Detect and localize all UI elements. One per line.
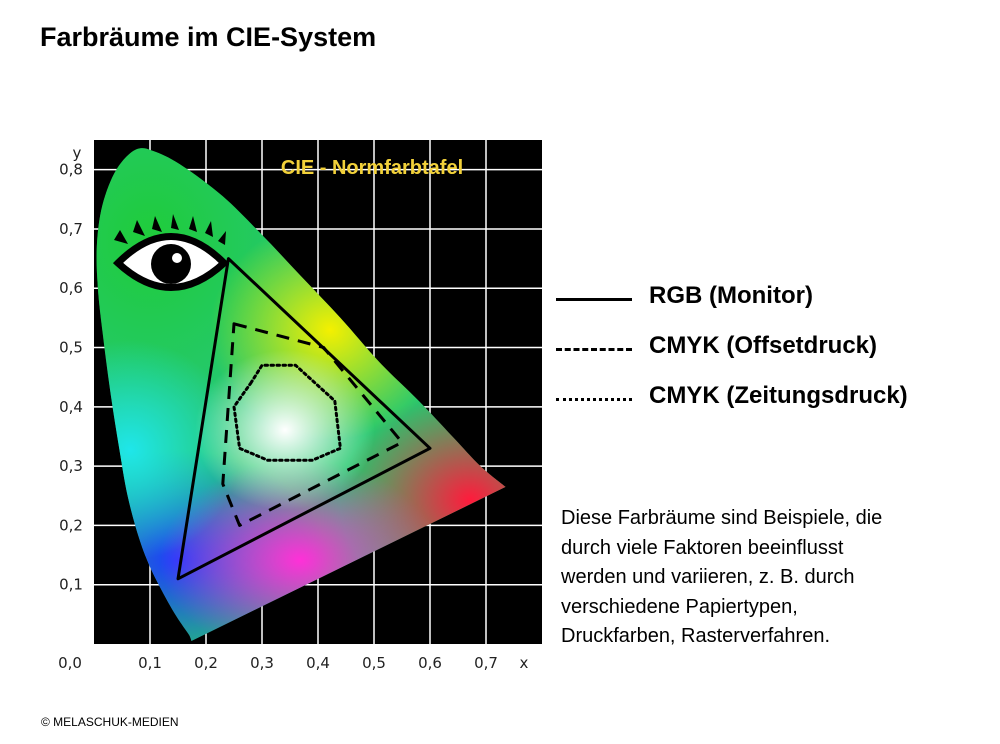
note-line: Diese Farbräume sind Beispiele, die [561, 507, 883, 529]
y-tick-label: 0,6 [59, 279, 83, 297]
legend-label: CMYK (Offsetdruck) [649, 332, 878, 359]
note-line: verschiedene Papiertypen, [561, 595, 798, 618]
note-line: Druckfarben, Rasterverfahren. [561, 625, 831, 647]
x-axis-label: x [520, 654, 529, 672]
y-tick-label: 0,3 [59, 457, 83, 475]
legend-line-solid [556, 298, 632, 301]
y-tick-label: 0,8 [59, 161, 83, 179]
chart-title: CIE - Normfarbtafel [281, 157, 463, 179]
gamut-outlines [176, 257, 432, 581]
explanation-text: Diese Farbräume sind Beispiele, die durc… [561, 504, 981, 652]
y-tick-label: 0,4 [59, 398, 83, 416]
origin-label: 0,0 [58, 654, 82, 672]
x-tick-label: 0,3 [250, 654, 274, 672]
eye-icon [112, 214, 230, 291]
y-tick-label: 0,1 [59, 576, 83, 594]
tick-labels: 0,1 0,2 0,3 0,4 0,5 0,6 0,7 0,1 0,2 0,3 0,4 0,5 0,6 0… [59, 161, 498, 672]
gamut-dotted [232, 363, 342, 462]
legend-line-dotted [556, 398, 632, 401]
legend-label: RGB (Monitor) [649, 282, 813, 309]
y-tick-label: 0,7 [59, 220, 83, 238]
gamut-dashed [221, 322, 404, 527]
legend-label: CMYK (Zeitungsdruck) [649, 382, 908, 409]
copyright: © MELASCHUK-MEDIEN [41, 715, 179, 729]
x-tick-label: 0,1 [138, 654, 162, 672]
y-axis-label: y [73, 144, 82, 162]
legend-line-dashed [556, 348, 632, 351]
x-tick-label: 0,4 [306, 654, 330, 672]
note-line: durch viele Faktoren beeinflusst [561, 536, 844, 559]
x-tick-label: 0,6 [418, 654, 442, 672]
page-title: Farbräume im CIE-System [40, 22, 377, 52]
y-tick-label: 0,5 [59, 339, 83, 357]
y-tick-label: 0,2 [59, 516, 83, 534]
x-tick-label: 0,7 [474, 654, 498, 672]
x-tick-label: 0,2 [194, 654, 218, 672]
x-tick-label: 0,5 [362, 654, 386, 672]
note-line: werden und variieren, z. B. durch [561, 566, 855, 588]
